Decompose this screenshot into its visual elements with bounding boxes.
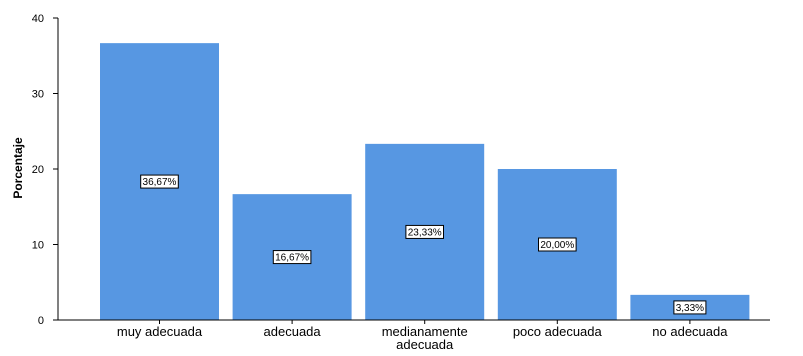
y-tick-label: 30 bbox=[32, 89, 44, 101]
category-label: adecuada bbox=[264, 324, 322, 339]
y-axis-ticks: 0 10 20 30 40 bbox=[32, 13, 58, 327]
category-label: poco adecuada bbox=[513, 324, 603, 339]
data-label-box bbox=[673, 300, 707, 315]
data-label-box bbox=[140, 174, 179, 189]
category-label: muy adecuada bbox=[117, 324, 203, 339]
data-label-box bbox=[272, 250, 312, 265]
data-label: 23,33% bbox=[408, 228, 442, 239]
category-label: medianamente adecuada bbox=[382, 324, 468, 352]
category-label: no adecuada bbox=[652, 324, 728, 339]
y-tick-label: 20 bbox=[32, 164, 44, 176]
bars bbox=[100, 43, 750, 320]
data-labels: 36,67% 16,67% 23,33% 20,00% 3,33% bbox=[140, 174, 707, 315]
y-tick-label: 40 bbox=[32, 13, 44, 25]
category-labels: muy adecuada adecuada medianamente adecuada… bbox=[117, 320, 728, 352]
data-label-box bbox=[538, 237, 577, 252]
data-label: 16,67% bbox=[275, 253, 309, 264]
data-label-box bbox=[405, 224, 444, 239]
y-tick-label: 10 bbox=[32, 240, 44, 252]
y-tick-label: 0 bbox=[38, 315, 44, 327]
data-label: 20,00% bbox=[540, 240, 574, 251]
y-axis-label: Porcentaje bbox=[11, 137, 25, 199]
data-label: 3,33% bbox=[676, 303, 704, 314]
data-label: 36,67% bbox=[143, 177, 177, 188]
